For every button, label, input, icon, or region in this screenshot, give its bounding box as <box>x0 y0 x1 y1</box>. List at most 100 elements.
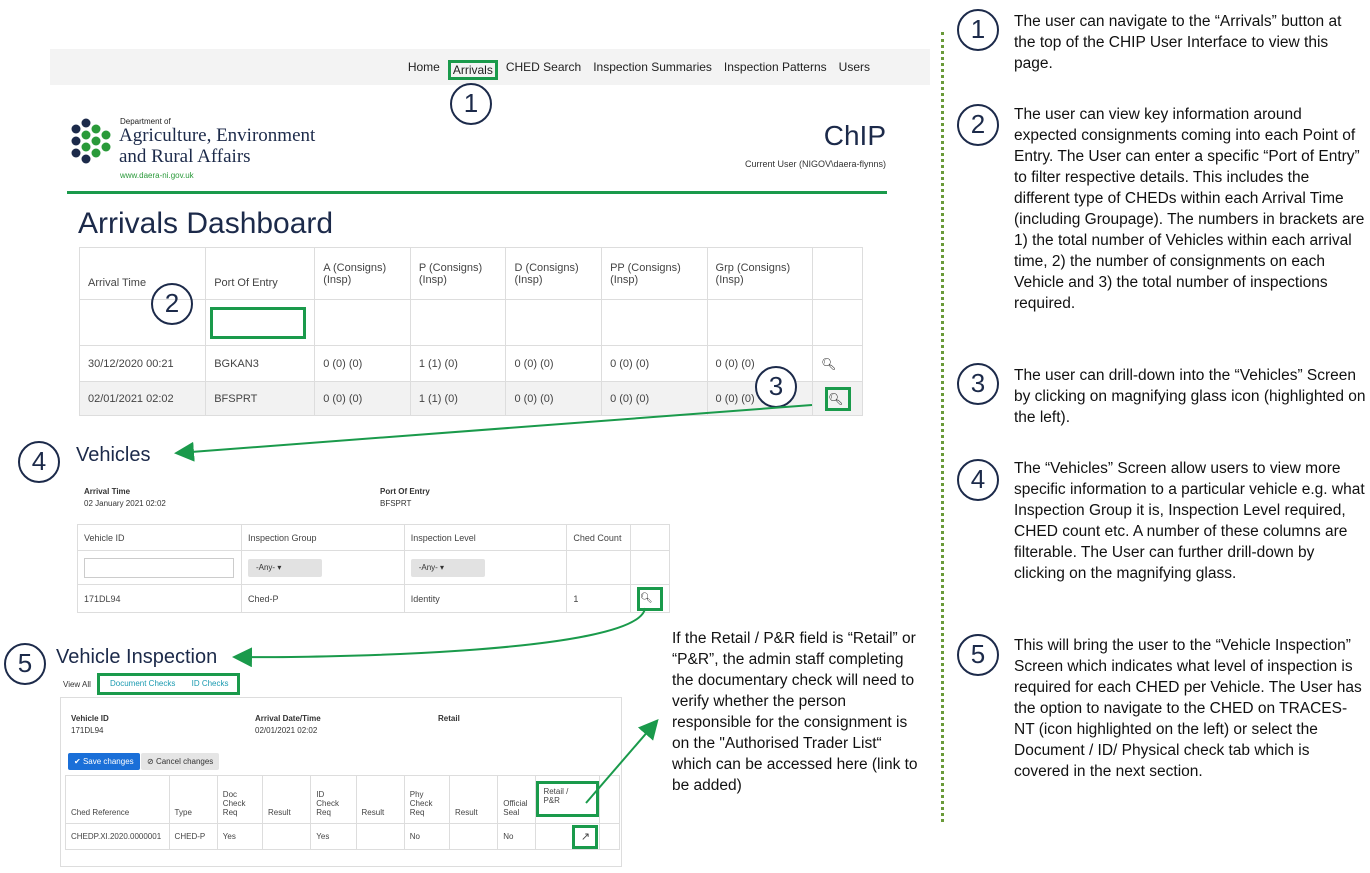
table-row: 02/01/2021 02:02 BFSPRT 0 (0) (0) 1 (1) … <box>78 381 863 416</box>
dotted-divider <box>941 32 944 822</box>
col-type: Type <box>168 775 218 824</box>
cell-pp: 0 (0) (0) <box>601 345 708 382</box>
dept-url: www.daera-ni.gov.uk <box>120 171 194 180</box>
cell-vehicle-id: 171DL94 <box>77 584 242 613</box>
description-3: The user can drill-down into the “Vehicl… <box>1014 367 1366 426</box>
tab-id-checks[interactable]: ID Checks <box>191 679 229 688</box>
cell-doc-result <box>262 823 312 850</box>
col-p: P (Consigns) (Insp) <box>409 247 507 300</box>
current-user: Current User (NIGOV\daera-flynns) <box>744 159 886 169</box>
cell-d: 0 (0) (0) <box>505 381 603 416</box>
cell-id-check: Yes <box>310 823 357 850</box>
col-port-of-entry: Port Of Entry <box>205 247 316 300</box>
col-grp: Grp (Consigns) (Insp) <box>706 247 814 300</box>
external-link-icon[interactable]: ↗ <box>535 823 600 850</box>
cell-port: BGKAN3 <box>205 345 316 382</box>
desc-callout-3: 3 <box>957 363 999 405</box>
col-id-check: ID Check Req <box>310 775 357 824</box>
vi-vehicle-id: 171DL94 <box>71 726 104 735</box>
table-row: 30/12/2020 00:21 BGKAN3 0 (0) (0) 1 (1) … <box>78 345 863 382</box>
vehicles-table: Vehicle ID Inspection Group Inspection L… <box>77 524 671 613</box>
nav-ched-search[interactable]: CHED Search <box>505 60 582 74</box>
col-pp: PP (Consigns) (Insp) <box>601 247 708 300</box>
table-row: CHEDP.XI.2020.0000001 CHED-P Yes Yes No … <box>65 823 621 850</box>
desc-callout-2: 2 <box>957 104 999 146</box>
arrivals-table: Arrival Time Port Of Entry A (Consigns)(… <box>78 247 863 416</box>
cancel-changes-button[interactable]: ⊘ Cancel changes <box>141 753 220 770</box>
cell-phy-check: No <box>403 823 451 850</box>
desc-callout-1: 1 <box>957 9 999 51</box>
col-phy-check: Phy Check Req <box>403 775 451 824</box>
cell-p: 1 (1) (0) <box>409 345 507 382</box>
cell-inspection-group: Ched-P <box>240 584 405 613</box>
cell-inspection-level: Identity <box>403 584 568 613</box>
save-changes-button[interactable]: ✔ Save changes <box>68 753 140 770</box>
cell-ched-count: 1 <box>566 584 631 613</box>
top-navbar: Home Arrivals CHED Search Inspection Sum… <box>50 49 930 85</box>
col-doc-result: Result <box>262 775 312 824</box>
dept-small-text: Department of <box>120 117 171 126</box>
col-a: A (Consigns) (Insp) <box>314 247 411 300</box>
retail-note: If the Retail / P&R field is “Retail” or… <box>672 630 918 794</box>
port-of-entry-filter-input[interactable] <box>210 306 307 339</box>
cell-d: 0 (0) (0) <box>505 345 603 382</box>
description-1: The user can navigate to the “Arrivals” … <box>1014 13 1342 72</box>
col-ched-reference: Ched Reference <box>65 775 170 824</box>
vi-arrival-value: 02/01/2021 02:02 <box>255 726 318 735</box>
vi-arrival-label: Arrival Date/Time <box>255 714 321 723</box>
inspection-group-select[interactable]: -Any- ▾ <box>247 558 322 577</box>
arrow-4-to-5 <box>232 607 646 668</box>
callout-2: 2 <box>151 283 193 325</box>
col-inspection-group: Inspection Group <box>240 524 405 551</box>
vehicles-port-label: Port Of Entry <box>380 487 430 496</box>
desc-callout-5: 5 <box>957 634 999 676</box>
desc-callout-4: 4 <box>957 459 999 501</box>
nav-home[interactable]: Home <box>407 60 440 74</box>
tab-document-checks[interactable]: Document Checks <box>110 679 176 688</box>
col-phy-result: Result <box>448 775 499 824</box>
dept-name-line1: Agriculture, Environment <box>119 125 316 146</box>
vehicles-arrival-label: Arrival Time <box>84 487 131 496</box>
nav-arrivals[interactable]: Arrivals <box>447 60 498 80</box>
col-actions <box>812 247 863 300</box>
vehicles-title: Vehicles <box>76 444 151 466</box>
callout-4: 4 <box>18 441 60 483</box>
daera-logo-icon <box>71 118 111 164</box>
cell-arrival-time: 02/01/2021 02:02 <box>78 381 207 416</box>
col-ched-count: Ched Count <box>566 524 631 551</box>
nav-inspection-summaries[interactable]: Inspection Summaries <box>593 60 712 74</box>
vi-vehicle-id-label: Vehicle ID <box>71 714 109 723</box>
cell-port: BFSPRT <box>205 381 316 416</box>
vehicle-inspection-title: Vehicle Inspection <box>56 646 218 668</box>
description-2: The user can view key information around… <box>1014 106 1365 312</box>
vehicles-arrival-value: 02 January 2021 02:02 <box>84 499 166 508</box>
search-icon[interactable]: 🔍︎ <box>812 345 863 382</box>
callout-1: 1 <box>450 83 492 125</box>
vehicles-port-value: BFSPRT <box>380 499 412 508</box>
search-icon[interactable]: 🔍︎ <box>629 584 671 613</box>
tab-view-all[interactable]: View All <box>63 680 91 689</box>
col-id-result: Result <box>355 775 405 824</box>
filter-row <box>78 299 863 346</box>
callout-3: 3 <box>755 366 797 408</box>
cell-official-seal: No <box>497 823 537 850</box>
col-official-seal: Official Seal <box>497 775 537 824</box>
description-5: This will bring the user to the “Vehicle… <box>1014 637 1362 780</box>
vehicle-inspection-table: Ched Reference Type Doc Check Req Result I… <box>65 775 621 850</box>
search-icon[interactable]: 🔍︎ <box>812 381 863 416</box>
nav-inspection-patterns[interactable]: Inspection Patterns <box>723 60 827 74</box>
nav-users[interactable]: Users <box>838 60 870 74</box>
cell-a: 0 (0) (0) <box>314 381 411 416</box>
dept-name-line2: and Rural Affairs <box>119 146 251 167</box>
cell-phy-result <box>448 823 499 850</box>
inspection-level-select[interactable]: -Any- ▾ <box>410 558 485 577</box>
cell-pp: 0 (0) (0) <box>601 381 708 416</box>
col-retail-pr: Retail / P&R <box>535 775 600 824</box>
cell-arrival-time: 30/12/2020 00:21 <box>78 345 207 382</box>
col-doc-check: Doc Check Req <box>216 775 264 824</box>
vi-retail-label: Retail <box>438 714 460 723</box>
vehicle-id-filter-input[interactable] <box>84 557 234 578</box>
app-title: ChIP <box>823 120 886 151</box>
callout-5: 5 <box>4 643 46 685</box>
cell-type: CHED-P <box>168 823 218 850</box>
